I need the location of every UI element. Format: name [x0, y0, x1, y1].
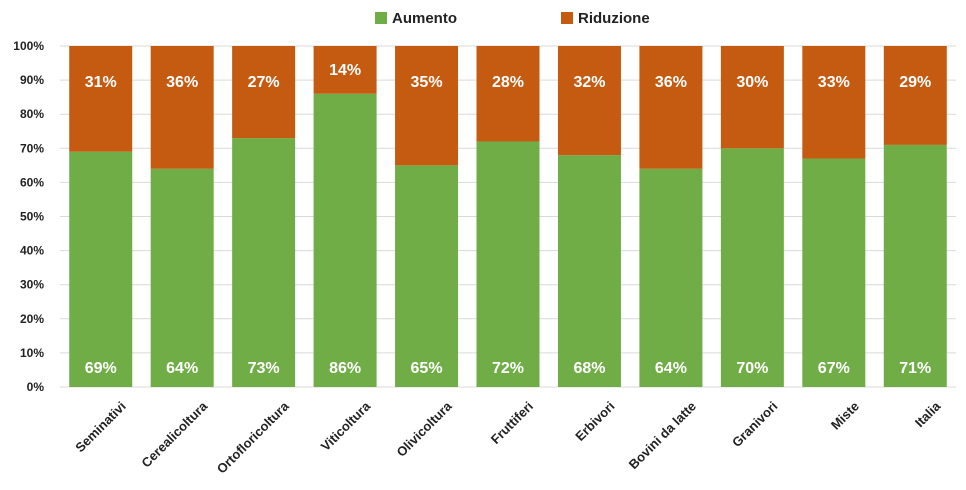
bar-riduzione	[232, 46, 296, 139]
x-category-label: Italia	[912, 398, 944, 430]
x-axis-categories: Seminativi Cerealicoltura Ortofloricoltura…	[72, 398, 944, 477]
bar-riduzione	[476, 46, 540, 142]
bar-riduzione	[395, 46, 459, 166]
data-label-aumento: 71%	[899, 360, 931, 377]
bar-riduzione	[639, 46, 703, 169]
data-label-aumento: 73%	[248, 360, 280, 377]
bar-aumento	[69, 151, 133, 387]
data-labels: 69% 31% 64% 36% 73% 27% 86% 14% 65% 35% 72% 28% 68% 3…	[85, 62, 932, 377]
x-category-label: Seminativi	[72, 399, 129, 456]
bar-aumento	[232, 138, 296, 387]
data-label-aumento: 67%	[818, 360, 850, 377]
bar-aumento	[395, 165, 459, 387]
data-label-riduzione: 35%	[411, 74, 443, 91]
x-category-label: Bovini da latte	[626, 399, 699, 472]
data-label-riduzione: 14%	[329, 62, 361, 79]
bar-aumento	[802, 158, 866, 387]
legend-label: Aumento	[392, 10, 457, 27]
data-label-riduzione: 32%	[573, 74, 605, 91]
bar-aumento	[883, 144, 947, 387]
bar-riduzione	[557, 46, 621, 156]
y-tick-label: 60%	[20, 175, 44, 189]
bar-aumento	[639, 168, 703, 387]
data-label-aumento: 72%	[492, 360, 524, 377]
x-category-label: Erbivori	[572, 399, 617, 444]
x-category-label: Viticoltura	[318, 398, 374, 454]
bar-riduzione	[313, 46, 377, 94]
y-tick-label: 40%	[20, 244, 44, 258]
bar-aumento	[313, 93, 377, 388]
bar-aumento	[720, 148, 784, 387]
bar-riduzione	[720, 46, 784, 149]
x-category-label: Miste	[828, 399, 862, 433]
bar-aumento	[150, 168, 214, 387]
x-category-label: Olivicoltura	[393, 398, 455, 460]
y-tick-label: 100%	[13, 39, 44, 53]
x-category-label: Ortofloricoltura	[214, 398, 293, 477]
data-label-riduzione: 31%	[85, 74, 117, 91]
y-tick-label: 80%	[20, 107, 44, 121]
y-tick-label: 50%	[20, 210, 44, 224]
data-label-riduzione: 27%	[248, 74, 280, 91]
data-label-riduzione: 28%	[492, 74, 524, 91]
data-label-aumento: 64%	[655, 360, 687, 377]
data-label-aumento: 64%	[166, 360, 198, 377]
y-tick-label: 70%	[20, 141, 44, 155]
y-tick-label: 0%	[27, 380, 45, 394]
data-label-aumento: 69%	[85, 360, 117, 377]
bar-riduzione	[150, 46, 214, 169]
bars	[69, 46, 947, 388]
y-tick-label: 90%	[20, 73, 44, 87]
bar-aumento	[557, 155, 621, 387]
data-label-riduzione: 33%	[818, 74, 850, 91]
bar-riduzione	[802, 46, 866, 159]
data-label-aumento: 86%	[329, 360, 361, 377]
x-category-label: Cerealicoltura	[138, 398, 210, 470]
data-label-riduzione: 30%	[736, 74, 768, 91]
legend-swatch	[375, 12, 387, 24]
legend: Aumento Riduzione	[375, 10, 650, 27]
bar-riduzione	[69, 46, 133, 152]
y-tick-label: 20%	[20, 312, 44, 326]
data-label-aumento: 65%	[411, 360, 443, 377]
legend-swatch	[561, 12, 573, 24]
data-label-aumento: 68%	[573, 360, 605, 377]
data-label-riduzione: 36%	[166, 74, 198, 91]
y-tick-label: 30%	[20, 278, 44, 292]
x-category-label: Fruttiferi	[488, 399, 536, 447]
y-axis-ticks: 0% 10% 20% 30% 40% 50% 60% 70% 80% 90% 100%	[13, 39, 44, 394]
bar-riduzione	[883, 46, 947, 145]
data-label-aumento: 70%	[736, 360, 768, 377]
bar-aumento	[476, 141, 540, 387]
y-tick-label: 10%	[20, 346, 44, 360]
legend-label: Riduzione	[578, 10, 650, 27]
data-label-riduzione: 36%	[655, 74, 687, 91]
data-label-riduzione: 29%	[899, 74, 931, 91]
x-category-label: Granivori	[729, 399, 780, 450]
